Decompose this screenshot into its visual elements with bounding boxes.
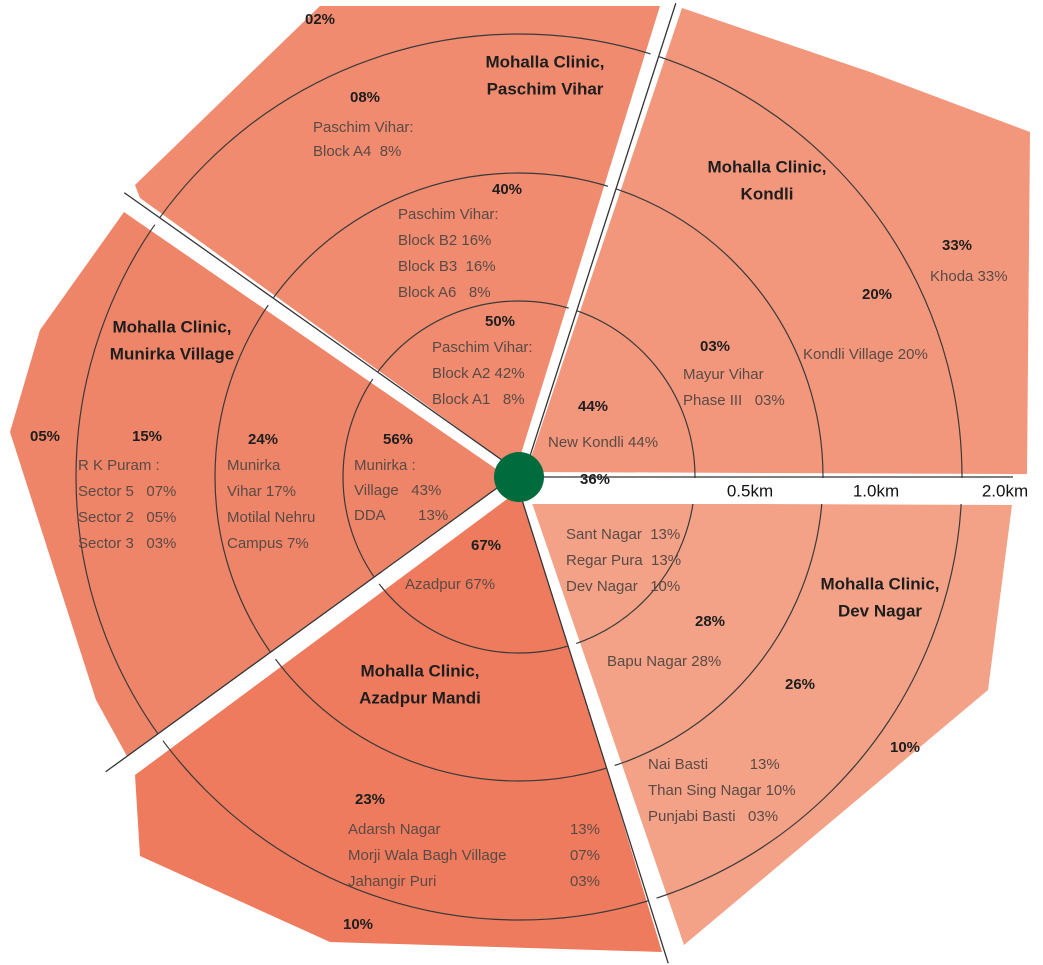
group-percent: 03% — [700, 338, 730, 355]
locality-share: 03% — [570, 873, 600, 890]
locality: Campus 7% — [227, 535, 309, 552]
locality: Punjabi Basti 03% — [648, 808, 778, 825]
group-percent: 67% — [471, 537, 501, 554]
locality: Dev Nagar 10% — [566, 578, 680, 595]
sector-title: Kondli — [741, 184, 794, 203]
scale-label: 2.0km — [982, 481, 1028, 500]
locality: Bapu Nagar 28% — [607, 653, 721, 670]
group-percent: 33% — [942, 237, 972, 254]
sector-kondli — [526, 8, 1030, 474]
locality: Block A1 8% — [432, 391, 525, 408]
locality: Motilal Nehru — [227, 509, 315, 526]
sector-title: Munirka Village — [110, 344, 234, 363]
group-percent: 28% — [695, 613, 725, 630]
locality: Sector 2 05% — [78, 509, 176, 526]
divider-band — [514, 0, 677, 479]
locality: Paschim Vihar: — [432, 339, 533, 356]
scale-label: 0.5km — [727, 481, 773, 500]
sector-title: Azadpur Mandi — [359, 688, 481, 707]
divider-band — [119, 192, 522, 481]
group-percent: 40% — [492, 181, 522, 198]
outer-percent: 10% — [890, 739, 920, 756]
sector-title: Mohalla Clinic, — [360, 661, 479, 680]
locality: Block A6 8% — [398, 284, 491, 301]
dividers — [105, 0, 677, 964]
divider-line — [123, 192, 522, 475]
locality: Khoda 33% — [930, 268, 1008, 285]
locality: Block B3 16% — [398, 258, 496, 275]
locality: Sector 3 03% — [78, 535, 176, 552]
locality-share: 07% — [570, 847, 600, 864]
group-percent: 24% — [248, 431, 278, 448]
outer-percent: 02% — [305, 11, 335, 28]
locality: Phase III 03% — [683, 392, 785, 409]
locality: New Kondli 44% — [548, 434, 658, 451]
locality: Block B2 16% — [398, 232, 491, 249]
sector-paschim-vihar — [135, 6, 660, 470]
group-percent: 20% — [862, 286, 892, 303]
group-percent: 26% — [785, 676, 815, 693]
sector-title: Mohalla Clinic, — [485, 52, 604, 71]
locality: Jahangir Puri — [348, 873, 436, 890]
locality: Mayur Vihar — [683, 366, 764, 383]
group-percent: 23% — [355, 791, 385, 808]
sector-munirka — [10, 212, 512, 758]
outer-percent: 05% — [30, 428, 60, 445]
locality: DDA 13% — [354, 507, 448, 524]
group-percent: 56% — [383, 431, 413, 448]
labels: Mohalla Clinic, Paschim Vihar 02% 08% Paschi… — [30, 11, 1028, 933]
locality: Sant Nagar 13% — [566, 526, 680, 543]
group-percent: 36% — [580, 471, 610, 488]
locality: Village 43% — [354, 482, 441, 499]
outer-percent: 10% — [343, 916, 373, 933]
locality: Adarsh Nagar — [348, 821, 441, 838]
sector-title: Paschim Vihar — [487, 79, 604, 98]
locality: Kondli Village 20% — [803, 346, 928, 363]
locality: Block A2 42% — [432, 365, 525, 382]
group-percent: 44% — [578, 398, 608, 415]
sector-dev-nagar — [532, 503, 1012, 945]
locality: Paschim Vihar: — [398, 206, 499, 223]
sector-azadpur — [135, 488, 662, 952]
scale-label: 1.0km — [853, 481, 899, 500]
locality: Sector 5 07% — [78, 483, 176, 500]
divider-band — [514, 475, 677, 964]
locality-share: 13% — [570, 821, 600, 838]
divider-line — [522, 3, 677, 479]
sector-title: Dev Nagar — [838, 601, 922, 620]
locality: Nai Basti 13% — [648, 756, 780, 773]
scale-band — [530, 478, 1015, 504]
locality: Paschim Vihar: — [313, 119, 414, 136]
locality: R K Puram : — [78, 457, 160, 474]
locality: Than Sing Nagar 10% — [648, 782, 796, 799]
center-dot — [494, 452, 544, 502]
locality: Regar Pura 13% — [566, 552, 681, 569]
locality: Block A4 8% — [313, 143, 401, 160]
divider-line — [105, 473, 518, 773]
locality: Vihar 17% — [227, 483, 296, 500]
divider-band — [105, 473, 522, 779]
sector-title: Mohalla Clinic, — [707, 157, 826, 176]
locality: Morji Wala Bagh Village — [348, 847, 506, 864]
locality: Azadpur 67% — [405, 576, 495, 593]
group-percent: 15% — [132, 428, 162, 445]
group-percent: 50% — [485, 313, 515, 330]
locality: Munirka : — [354, 457, 416, 474]
divider-line — [514, 478, 669, 964]
group-percent: 08% — [350, 89, 380, 106]
sector-title: Mohalla Clinic, — [820, 574, 939, 593]
sector-title: Mohalla Clinic, — [112, 317, 231, 336]
locality: Munirka — [227, 457, 281, 474]
